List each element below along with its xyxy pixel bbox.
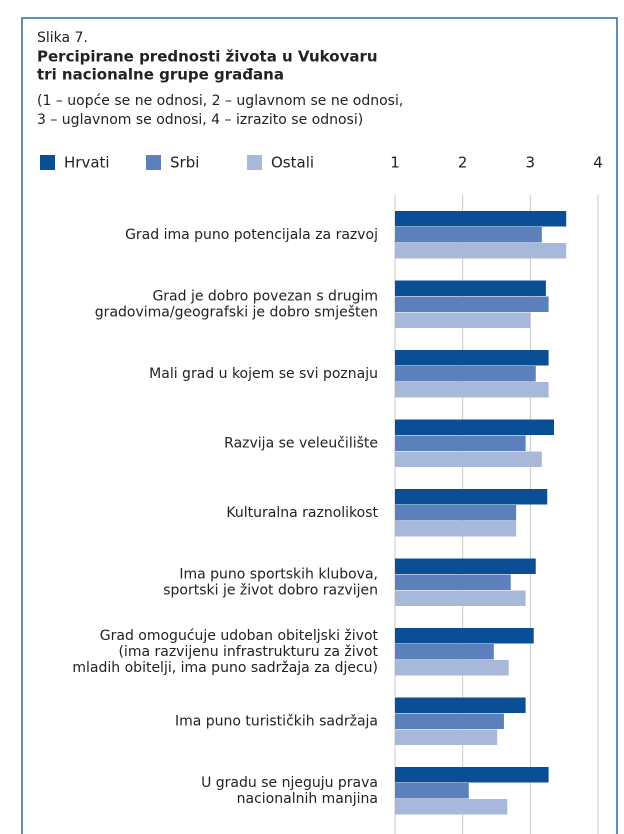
bar [395,489,548,505]
x-tick-label: 3 [526,154,536,172]
legend-label: Ostali [271,154,314,172]
bar [395,435,526,451]
frame [21,17,618,834]
bar [395,558,536,574]
x-tick-label: 2 [458,154,468,172]
y-tick-label: Mali grad u kojem se svi poznaju [149,366,378,382]
bar [395,713,504,729]
y-tick-label: Ima puno turističkih sadržaja [175,714,378,730]
bar [395,296,549,312]
y-tick-label: U gradu se njeguju prava [201,775,378,791]
bar [395,505,517,521]
x-tick-label: 1 [390,154,400,172]
subtitle: (1 – uopće se ne odnosi, 2 – uglavnom se… [37,93,403,109]
bar [395,729,498,745]
legend-label: Srbi [170,154,199,172]
y-tick-label: Grad je dobro povezan s drugim [152,289,378,305]
bar [395,574,511,590]
bar [395,644,494,660]
bar [395,382,549,398]
x-tick-label: 4 [593,154,603,172]
y-tick-label: gradovima/geografski je dobro smješten [95,305,378,321]
bar [395,312,531,328]
y-tick-label: Ima puno sportskih klubova, [179,567,378,583]
y-tick-label: Grad omogućuje udoban obiteljski život [100,628,379,644]
bar [395,211,567,227]
y-tick-label: mladih obitelji, ima puno sadržaja za dj… [72,660,378,676]
bar [395,783,469,799]
bar [395,767,549,783]
subtitle: 3 – uglavnom se odnosi, 4 – izrazito se … [37,112,363,128]
y-tick-label: nacionalnih manjina [237,791,378,807]
bar [395,451,542,467]
legend-swatch [247,155,262,170]
figure-label: Slika 7. [37,30,88,46]
legend-swatch [146,155,161,170]
chart-title: Percipirane prednosti života u Vukovaru [37,48,378,66]
y-tick-label: (ima razvijenu infrastrukturu za život [118,644,378,660]
chart-title: tri nacionalne grupe građana [37,66,284,84]
legend-label: Hrvati [64,154,110,172]
bar [395,590,526,606]
bar [395,521,517,537]
bar [395,799,508,815]
bar [395,366,536,382]
y-tick-label: sportski je život dobro razvijen [163,583,378,599]
bar [395,697,526,713]
bar [395,227,542,243]
y-tick-label: Kulturalna raznolikost [226,505,378,521]
bar [395,419,555,435]
bar [395,243,567,259]
bar [395,628,534,644]
bar [395,350,549,366]
y-tick-label: Razvija se veleučilište [224,436,378,452]
bar [395,660,509,676]
y-tick-label: Grad ima puno potencijala za razvoj [125,227,378,243]
bar [395,280,546,296]
legend-swatch [40,155,55,170]
